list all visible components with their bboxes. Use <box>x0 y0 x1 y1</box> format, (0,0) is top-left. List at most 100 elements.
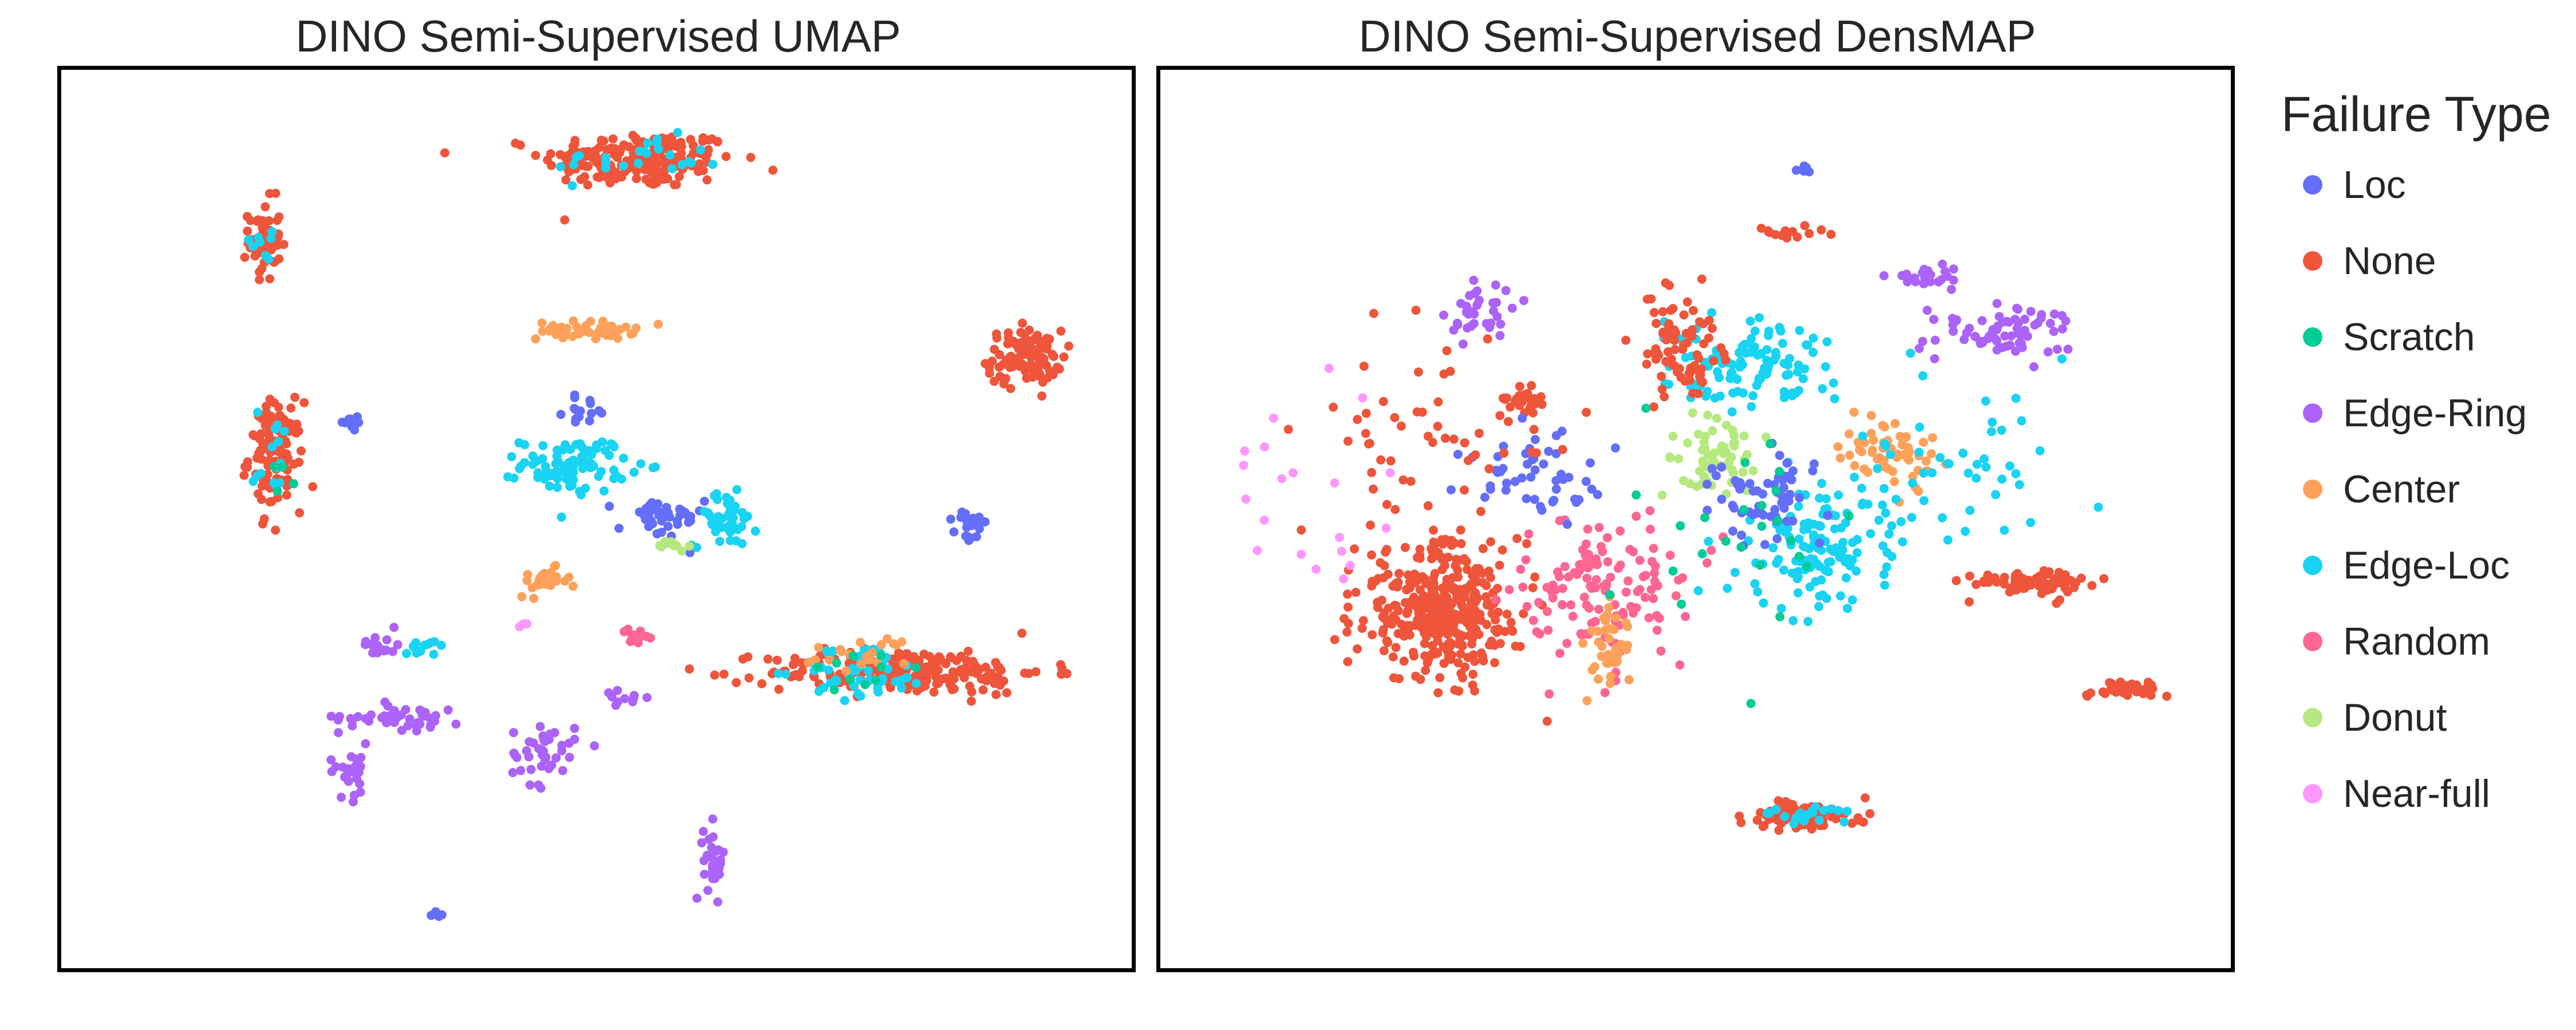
umap-point <box>297 446 306 455</box>
densmap-point <box>1839 553 1848 563</box>
umap-point <box>692 893 702 903</box>
densmap-point <box>1342 627 1352 637</box>
densmap-point <box>1359 362 1369 371</box>
densmap-point <box>1779 359 1789 369</box>
densmap-point <box>1943 459 1953 468</box>
umap-point <box>636 459 646 469</box>
umap-point <box>425 714 435 723</box>
densmap-point <box>1506 617 1516 627</box>
densmap-point <box>1919 468 1929 478</box>
umap-point <box>337 793 346 802</box>
densmap-point <box>1461 557 1471 566</box>
densmap-point <box>1779 565 1789 575</box>
legend-item-near-full: Near-full <box>2281 755 2567 831</box>
umap-point <box>643 164 653 174</box>
densmap-point <box>1739 505 1749 514</box>
umap-point <box>813 662 823 672</box>
umap-point <box>902 673 912 683</box>
densmap-point <box>1452 318 1462 328</box>
densmap-point <box>1781 370 1791 380</box>
densmap-point <box>1992 577 2002 587</box>
densmap-point <box>1809 459 1819 469</box>
densmap-point <box>1908 478 1918 488</box>
densmap-point <box>1728 501 1737 510</box>
umap-point <box>538 441 548 450</box>
umap-point <box>631 174 641 183</box>
densmap-point <box>1530 494 1539 504</box>
densmap-point <box>1658 307 1668 316</box>
densmap-point <box>1488 588 1498 597</box>
densmap-point <box>1784 496 1793 506</box>
umap-point <box>957 507 967 517</box>
densmap-point <box>1727 367 1737 377</box>
densmap-point <box>1838 545 1847 554</box>
densmap-point <box>1693 586 1703 596</box>
densmap-point <box>1581 477 1591 486</box>
umap-point <box>685 664 694 674</box>
umap-point <box>556 162 566 172</box>
umap-point <box>346 752 356 762</box>
densmap-point <box>1394 674 1404 683</box>
densmap-point <box>1809 554 1819 564</box>
umap-point <box>520 458 530 468</box>
densmap-point <box>1329 402 1338 412</box>
densmap-point <box>1679 310 1689 320</box>
densmap-point <box>1677 599 1686 609</box>
legend: Failure Type Loc None Scratch Edge-Ring Cent… <box>2281 86 2567 831</box>
umap-point <box>946 653 956 663</box>
densmap-point <box>2011 394 2021 403</box>
umap-point <box>737 539 747 549</box>
densmap-point <box>1587 584 1597 593</box>
umap-point <box>966 696 976 706</box>
umap-point <box>788 671 798 680</box>
umap-point <box>634 159 643 168</box>
densmap-point <box>1367 581 1377 591</box>
densmap-point <box>1402 609 1412 619</box>
densmap-point <box>1500 627 1510 636</box>
densmap-point <box>1735 362 1745 372</box>
densmap-point <box>2099 574 2109 584</box>
umap-point <box>1018 318 1027 328</box>
densmap-point <box>1469 275 1479 285</box>
densmap-point <box>1451 584 1460 594</box>
densmap-point <box>1412 407 1422 417</box>
densmap-point <box>1416 675 1425 684</box>
densmap-point <box>1702 505 1712 515</box>
umap-point <box>256 429 266 438</box>
densmap-point <box>1411 306 1421 315</box>
densmap-point <box>1775 467 1784 476</box>
umap-series-none <box>981 318 1073 401</box>
umap-point <box>262 402 271 411</box>
densmap-point <box>1721 536 1730 546</box>
densmap-point <box>1623 576 1633 586</box>
densmap-point <box>1428 546 1437 555</box>
densmap-point <box>1462 565 1472 575</box>
densmap-point <box>1842 573 1851 583</box>
densmap-point <box>1563 572 1573 582</box>
densmap-point <box>1283 425 1293 434</box>
densmap-point <box>1444 576 1453 585</box>
umap-point <box>677 160 687 169</box>
umap-point <box>657 542 666 552</box>
densmap-point <box>1965 597 1974 607</box>
umap-point <box>686 158 696 168</box>
densmap-plot-title: DINO Semi-Supervised DensMAP <box>1358 11 2036 61</box>
densmap-point <box>1657 371 1666 381</box>
densmap-point <box>1379 646 1389 656</box>
umap-point <box>674 172 684 181</box>
densmap-point <box>1488 298 1498 308</box>
densmap-point <box>1343 657 1353 667</box>
densmap-point <box>1746 699 1756 708</box>
densmap-point <box>1460 592 1469 602</box>
umap-point <box>989 377 999 386</box>
densmap-point <box>1814 602 1824 611</box>
densmap-point <box>1366 550 1376 560</box>
densmap-point <box>2043 347 2053 356</box>
umap-point <box>606 326 615 335</box>
densmap-point <box>2000 525 2009 535</box>
densmap-point <box>2000 579 2009 589</box>
densmap-point <box>1793 502 1803 511</box>
densmap-point <box>1549 496 1559 505</box>
umap-point <box>647 179 657 189</box>
umap-point <box>599 319 609 328</box>
